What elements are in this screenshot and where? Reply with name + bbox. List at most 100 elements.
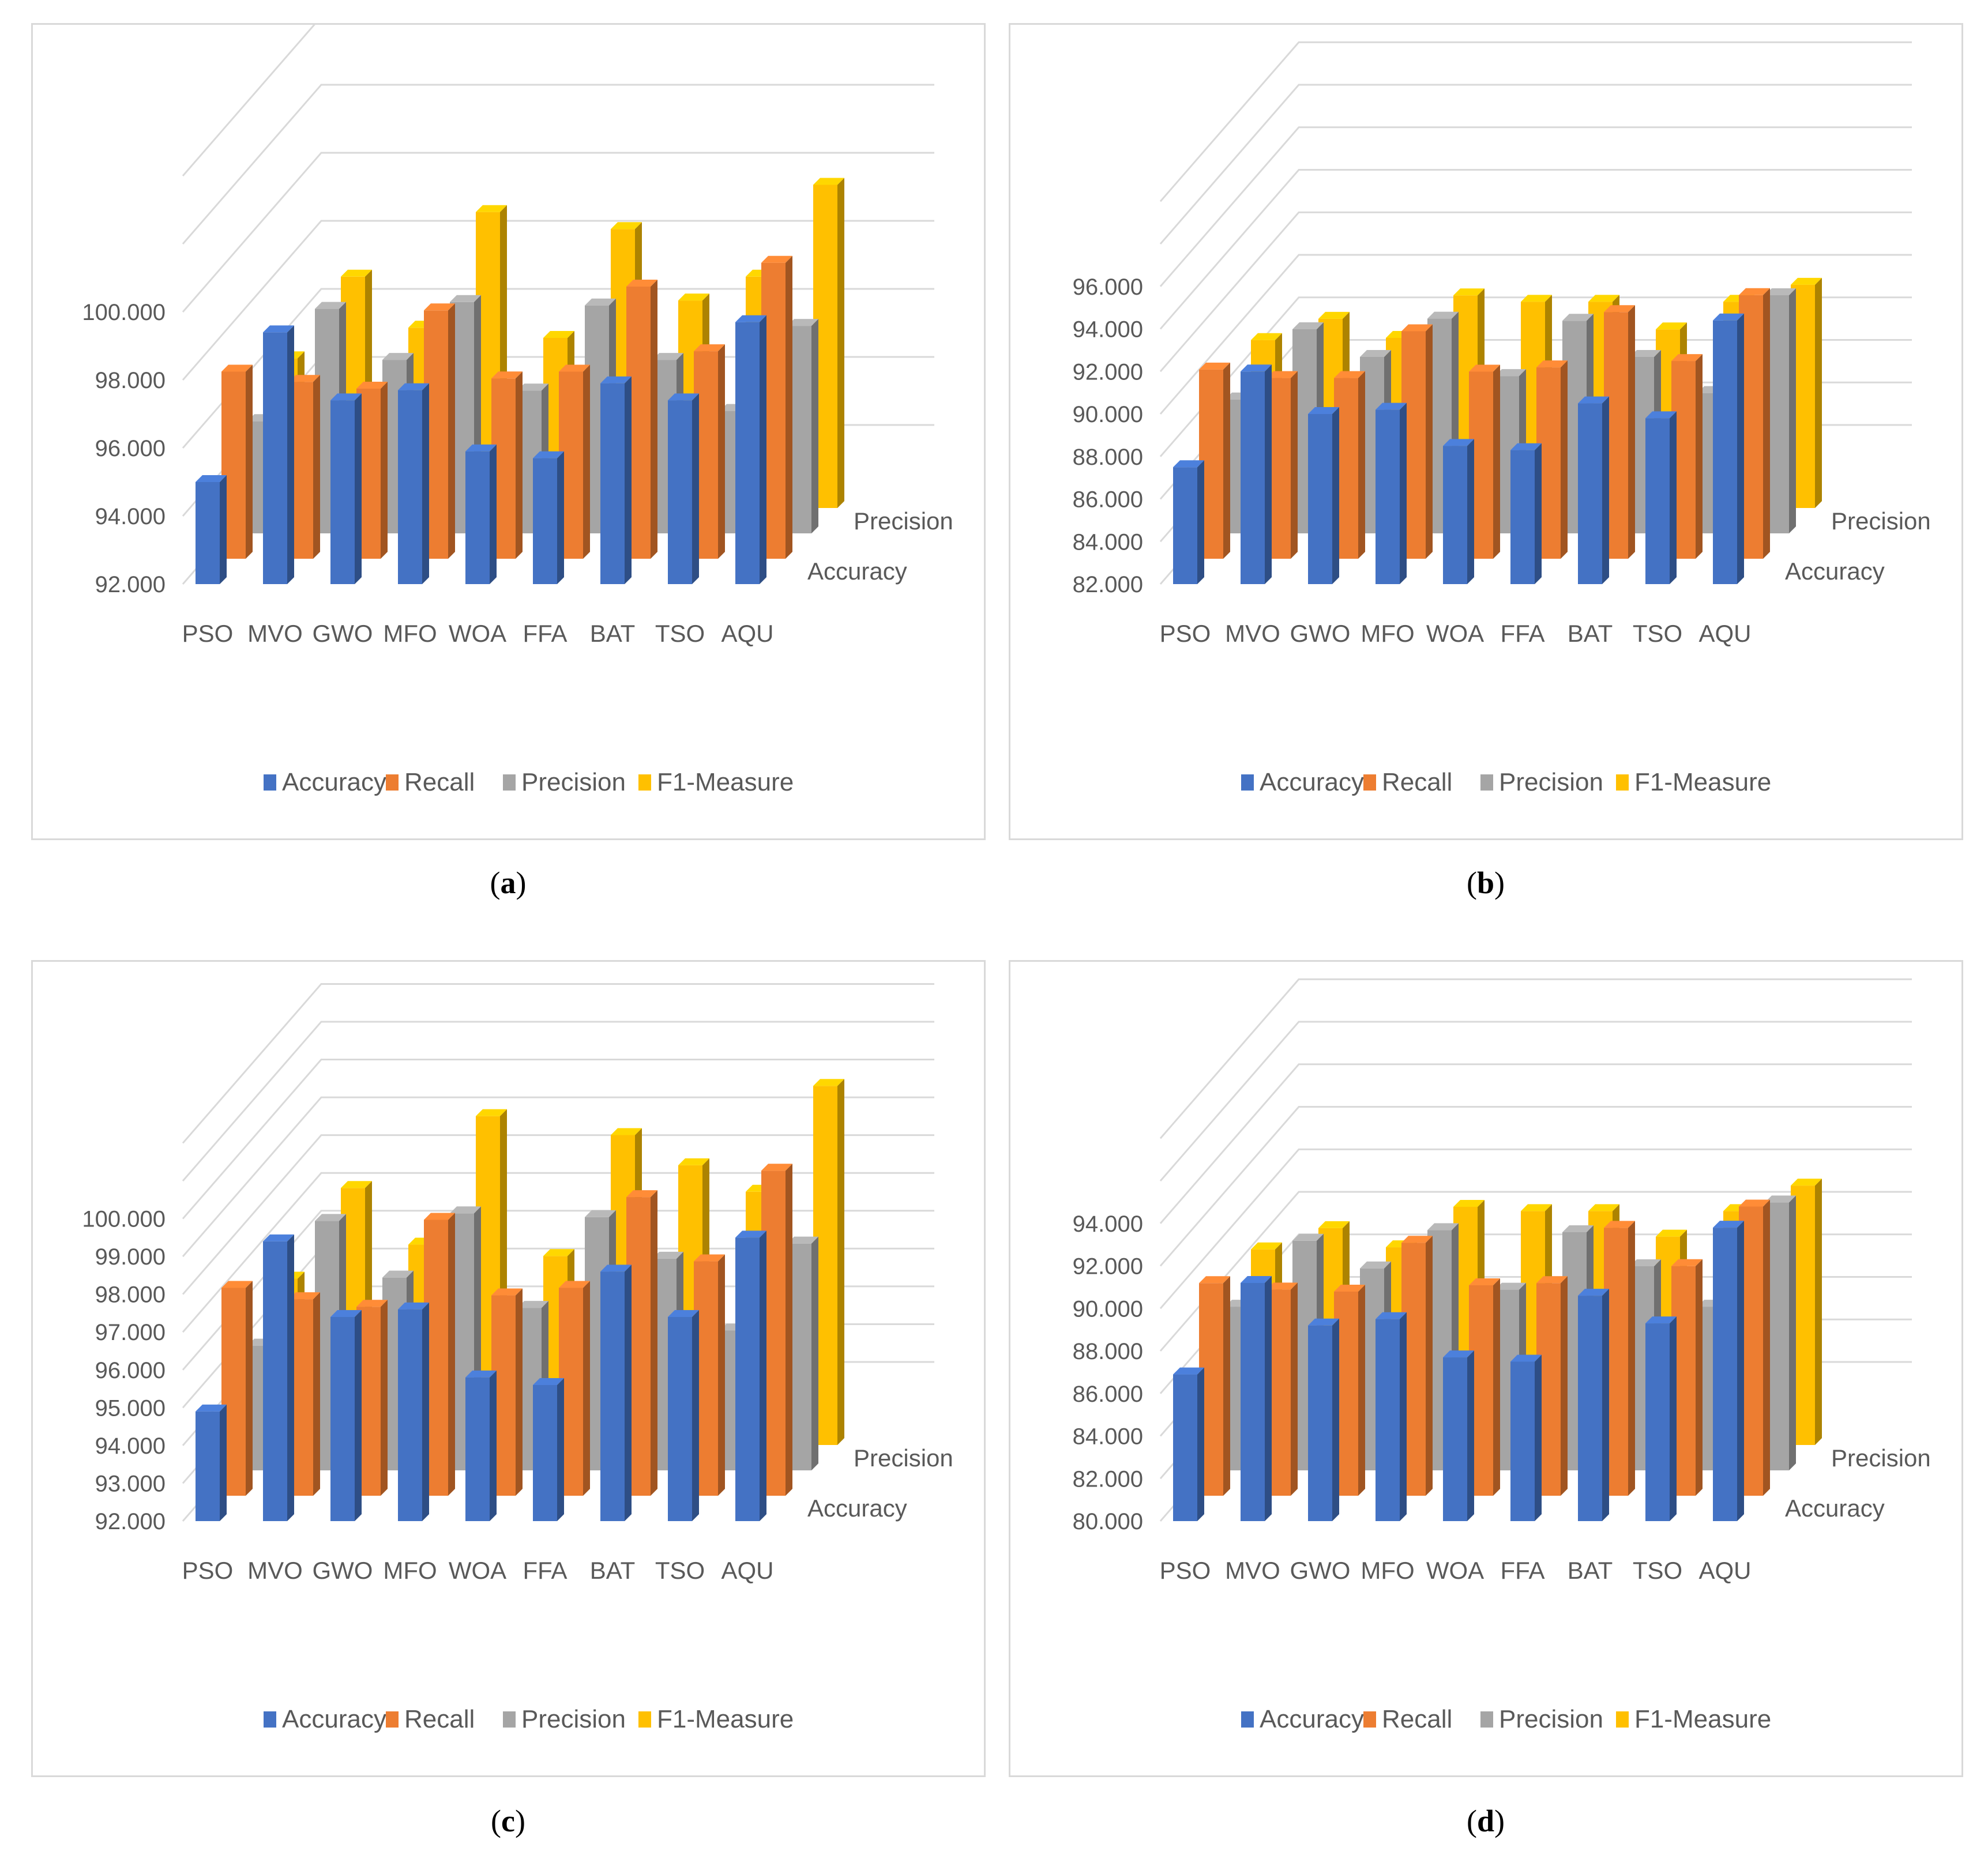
gridline: [182, 152, 934, 313]
legend-label: F1-Measure: [1634, 768, 1771, 796]
bar-accuracy-mfo: [1376, 402, 1407, 584]
y-tick-label: 96.000: [95, 436, 166, 461]
chart-d: 80.000 82.000 84.000 86.000 88.000 90.000 92.0…: [1073, 978, 1931, 1733]
x-tick-label: GWO: [313, 1557, 373, 1584]
x-tick-label: MVO: [247, 620, 303, 647]
bar-accuracy-pso: [196, 475, 227, 584]
legend-swatch: [386, 1711, 399, 1728]
x-tick-label: GWO: [1290, 620, 1351, 647]
y-tick-label: 96.000: [1073, 274, 1143, 300]
y-tick-label: 98.000: [95, 1282, 166, 1308]
bar-accuracy-pso: [196, 1404, 227, 1521]
bar-accuracy-bat: [600, 1265, 632, 1521]
legend-label: Precision: [521, 1705, 626, 1733]
legend-swatch: [1480, 1711, 1493, 1728]
x-tick-label: TSO: [655, 1557, 705, 1584]
gridline: [1159, 211, 1912, 372]
legend-label: Recall: [1382, 768, 1452, 796]
x-tick-label: TSO: [655, 620, 705, 647]
x-tick-label: PSO: [1160, 620, 1211, 647]
y-tick-label: 100.000: [82, 300, 166, 325]
bar-accuracy-bat: [600, 376, 632, 584]
gridline: [182, 1021, 934, 1181]
gridline: [182, 84, 934, 244]
bar-accuracy-ffa: [1510, 443, 1542, 584]
x-tick-label: MFO: [1361, 1557, 1414, 1584]
bar-accuracy-woa: [1443, 1350, 1474, 1521]
legend-swatch: [503, 1711, 516, 1728]
gridline: [182, 983, 934, 1144]
bar-accuracy-gwo: [330, 1310, 362, 1521]
x-tick-label: BAT: [590, 1557, 636, 1584]
bar-accuracy-mvo: [263, 1234, 294, 1521]
gridline: [1159, 1021, 1912, 1181]
caption-d: (d): [1466, 1804, 1505, 1838]
x-tick-label: AQU: [1698, 620, 1751, 647]
x-tick-label: BAT: [1568, 1557, 1613, 1584]
x-tick-label: TSO: [1633, 620, 1682, 647]
gridline: [1159, 978, 1912, 1139]
bar-accuracy-tso: [1645, 1316, 1677, 1521]
bar-accuracy-mfo: [398, 383, 429, 584]
y-tick-label: 84.000: [1073, 1424, 1143, 1450]
y-tick-label: 99.000: [95, 1244, 166, 1270]
x-tick-label: MVO: [247, 1557, 303, 1584]
y-tick-label: 88.000: [1073, 1339, 1143, 1364]
x-tick-label: MFO: [1361, 620, 1414, 647]
legend-label: Accuracy: [282, 1705, 386, 1733]
bar-accuracy-pso: [1173, 460, 1204, 584]
gridline: [1159, 1148, 1912, 1309]
bar-accuracy-tso: [668, 393, 699, 584]
bar-accuracy-aqu: [735, 1230, 766, 1521]
chart-panel-b: 82.000 84.000 86.000 88.000 90.000 92.000 94.0…: [1009, 23, 1963, 840]
y-tick-label: 84.000: [1073, 529, 1143, 555]
y-tick-label: 82.000: [1073, 1466, 1143, 1492]
legend-swatch: [1363, 1711, 1376, 1728]
x-tick-label: WOA: [449, 620, 506, 647]
depth-label-precision: Precision: [1831, 1444, 1931, 1472]
bar-accuracy-mfo: [1376, 1312, 1407, 1521]
bar-accuracy-gwo: [1308, 1318, 1339, 1521]
legend-swatch: [638, 774, 651, 791]
bar-accuracy-ffa: [533, 451, 564, 584]
caption-c: (c): [491, 1804, 525, 1838]
bar-accuracy-woa: [1443, 439, 1474, 584]
legend-swatch: [503, 774, 516, 791]
bar-accuracy-mvo: [263, 325, 294, 584]
bars: [1173, 277, 1822, 584]
bar-accuracy-woa: [465, 444, 497, 584]
bar-recall-pso: [221, 1281, 253, 1496]
y-tick-label: 94.000: [1073, 317, 1143, 343]
x-tick-label: BAT: [590, 620, 636, 647]
y-tick-label: 98.000: [95, 368, 166, 393]
x-tick-label: PSO: [182, 620, 234, 647]
bar-accuracy-tso: [1645, 411, 1677, 584]
legend-swatch: [638, 1711, 651, 1728]
bar-accuracy-mvo: [1241, 364, 1272, 584]
depth-label-accuracy: Accuracy: [807, 558, 907, 585]
gridline: [1159, 169, 1912, 330]
depth-label-precision: Precision: [1831, 507, 1931, 535]
y-tick-label: 97.000: [95, 1320, 166, 1345]
bars: [196, 1079, 844, 1521]
bar-recall-aqu: [761, 255, 792, 559]
legend-label: Accuracy: [1260, 768, 1364, 796]
legend-swatch: [264, 1711, 276, 1728]
y-tick-label: 92.000: [95, 1509, 166, 1534]
x-tick-label: WOA: [1426, 1557, 1484, 1584]
y-tick-label: 94.000: [1073, 1211, 1143, 1237]
y-tick-label: 82.000: [1073, 572, 1143, 597]
gridline: [1159, 254, 1912, 415]
bar-accuracy-aqu: [735, 315, 766, 584]
y-tick-label: 100.000: [82, 1207, 166, 1232]
x-tick-label: BAT: [1568, 620, 1613, 647]
gridline: [182, 220, 934, 381]
y-tick-label: 86.000: [1073, 1382, 1143, 1407]
bar-accuracy-tso: [668, 1310, 699, 1521]
chart-panel-a: 92.000 94.000 96.000 98.000 100.000 PSO MVO GWO…: [31, 23, 986, 840]
caption-b: (b): [1466, 865, 1505, 900]
bars: [1173, 1179, 1822, 1521]
bar-accuracy-gwo: [1308, 407, 1339, 584]
y-tick-label: 90.000: [1073, 402, 1143, 427]
gridline: [182, 1172, 934, 1333]
